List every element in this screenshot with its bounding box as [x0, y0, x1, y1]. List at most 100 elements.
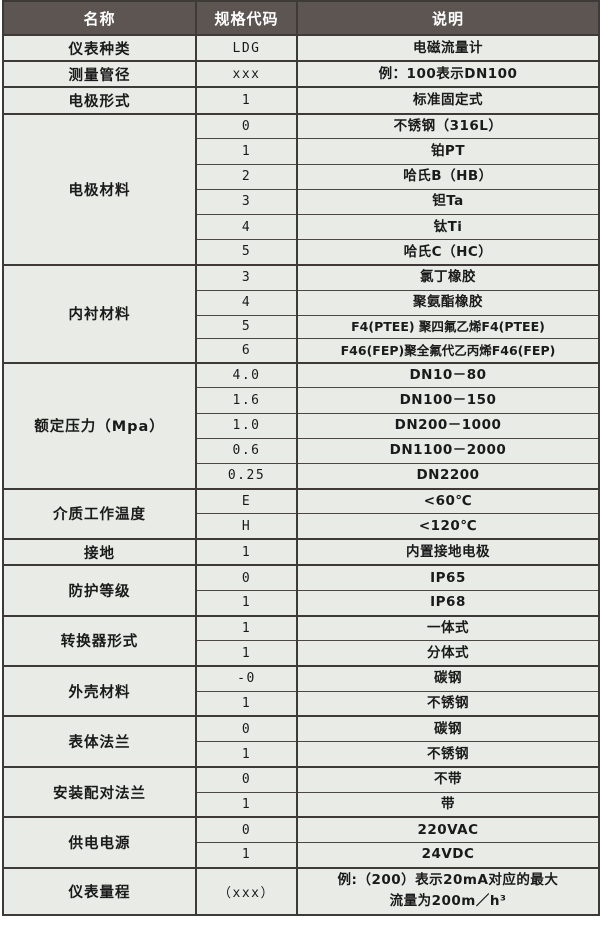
row-code-cell: 3: [196, 189, 298, 215]
row-code-cell: 0.25: [196, 463, 298, 490]
row-description-cell: 带: [297, 792, 599, 819]
row-description-cell: 碳钢: [297, 716, 599, 743]
table-row: 测量管径 xxx 例：100表示DN100: [3, 61, 599, 89]
table-row: 1 24VDC: [3, 842, 599, 869]
row-description-cell: 不带: [297, 766, 599, 793]
row-description-cell: 氯丁橡胶: [297, 264, 599, 291]
row-description-cell: 24VDC: [297, 842, 599, 869]
row-code-cell: 0: [196, 113, 298, 140]
row-description-cell: 不锈钢: [297, 691, 599, 718]
header-row: 名称 规格代码 说明: [3, 1, 599, 36]
row-code-cell: 1: [196, 590, 298, 617]
row-description-cell: F46(FEP)聚全氟代乙丙烯F46(FEP): [297, 338, 599, 364]
row-description-cell: 哈氏C（HC）: [297, 239, 599, 266]
row-code-cell: 0.6: [196, 438, 298, 464]
table-row: 1 不锈钢: [3, 741, 599, 768]
row-code-cell: 5: [196, 315, 298, 339]
row-description-cell: DN100－150: [297, 387, 599, 414]
table-row: 0.6 DN1100－2000: [3, 438, 599, 464]
row-name-cell: 额定压力（Mpa）: [3, 362, 197, 490]
table-row: 介质工作温度 E <60℃: [3, 488, 599, 541]
row-description-cell: DN1100－2000: [297, 438, 599, 464]
row-description-cell: 220VAC: [297, 817, 599, 844]
column-header-code: 规格代码: [196, 1, 298, 36]
table-row: 防护等级 0 IP65: [3, 565, 599, 617]
row-name-cell: 表体法兰: [3, 716, 197, 768]
row-code-cell: LDG: [196, 35, 298, 63]
table-row: 表体法兰 0 碳钢: [3, 716, 599, 768]
table-row: 5 F4(PTEE) 聚四氟乙烯F4(PTEE): [3, 315, 599, 339]
row-description-cell: 内置接地电极: [297, 539, 599, 567]
row-code-cell: 3: [196, 264, 298, 291]
row-code-cell: 4.0: [196, 362, 298, 389]
table-row: 额定压力（Mpa） 4.0 DN10－80: [3, 362, 599, 490]
row-code-cell: 1: [196, 741, 298, 768]
table-row: 电极形式 1 标准固定式: [3, 87, 599, 115]
table-row: 内衬材料 3 氯丁橡胶: [3, 264, 599, 364]
row-description-cell: <120℃: [297, 513, 599, 541]
row-code-cell: 1: [196, 539, 298, 567]
row-code-cell: 4: [196, 214, 298, 241]
table-row: 1.6 DN100－150: [3, 387, 599, 414]
row-description-cell: DN2200: [297, 463, 599, 490]
row-description-cell: <60℃: [297, 488, 599, 515]
row-name-cell: 电极材料: [3, 113, 197, 266]
row-code-cell: 1: [196, 842, 298, 869]
table-row: 供电电源 0 220VAC: [3, 817, 599, 869]
row-code-cell: 0: [196, 817, 298, 844]
row-description-cell: 一体式: [297, 615, 599, 642]
row-description-cell: IP65: [297, 565, 599, 591]
row-name-cell: 安装配对法兰: [3, 766, 197, 819]
table-row: 3 钽Ta: [3, 189, 599, 215]
table-row: 1 分体式: [3, 640, 599, 668]
table-row: 电极材料 0 不锈钢（316L）: [3, 113, 599, 266]
row-description-cell: 例:（200）表示20mA对应的最大 流量为200m／h³: [297, 867, 599, 915]
table-row: H <120℃: [3, 513, 599, 541]
row-name-cell: 防护等级: [3, 565, 197, 617]
row-description-cell: DN10－80: [297, 362, 599, 389]
row-code-cell: xxx: [196, 61, 298, 89]
row-description-cell: 例：100表示DN100: [297, 61, 599, 89]
table-header: 名称 规格代码 说明: [3, 1, 599, 36]
row-description-cell: 钛Ti: [297, 214, 599, 241]
row-name-cell: 供电电源: [3, 817, 197, 869]
table-row: 5 哈氏C（HC）: [3, 239, 599, 266]
specification-code-table: 名称 规格代码 说明 仪表种类 LDG 电磁流量计 测量管径 xxx 例：100表示DN1…: [2, 0, 600, 916]
table-row: 4 钛Ti: [3, 214, 599, 241]
table-row: 接地 1 内置接地电极: [3, 539, 599, 567]
table-row: 1 铂PT: [3, 138, 599, 165]
row-code-cell: 1.0: [196, 413, 298, 439]
row-code-cell: 6: [196, 338, 298, 364]
row-code-cell: 1: [196, 691, 298, 718]
row-name-cell: 外壳材料: [3, 666, 197, 718]
row-code-cell: E: [196, 488, 298, 515]
row-description-cell: 分体式: [297, 640, 599, 668]
row-description-cell: IP68: [297, 590, 599, 617]
table-row: 0.25 DN2200: [3, 463, 599, 490]
row-name-cell: 测量管径: [3, 61, 197, 89]
row-description-cell: 聚氨酯橡胶: [297, 290, 599, 316]
column-header-description: 说明: [297, 1, 599, 36]
row-code-cell: 2: [196, 164, 298, 190]
row-name-cell: 介质工作温度: [3, 488, 197, 541]
table-row: 仪表种类 LDG 电磁流量计: [3, 35, 599, 63]
row-name-cell: 转换器形式: [3, 615, 197, 668]
row-code-cell: 1.6: [196, 387, 298, 414]
row-code-cell: （xxx）: [196, 867, 298, 915]
table-row: 仪表量程 （xxx） 例:（200）表示20mA对应的最大 流量为200m／h³: [3, 867, 599, 915]
row-name-cell: 内衬材料: [3, 264, 197, 364]
row-description-cell: F4(PTEE) 聚四氟乙烯F4(PTEE): [297, 315, 599, 339]
table-row: 安装配对法兰 0 不带: [3, 766, 599, 819]
table-row: 外壳材料 -0 碳钢: [3, 666, 599, 718]
table-row: 2 哈氏B（HB）: [3, 164, 599, 190]
row-code-cell: 1: [196, 138, 298, 165]
column-header-name: 名称: [3, 1, 197, 36]
row-code-cell: 1: [196, 615, 298, 642]
row-description-cell: 哈氏B（HB）: [297, 164, 599, 190]
row-code-cell: 1: [196, 640, 298, 668]
table-row: 1 不锈钢: [3, 691, 599, 718]
table-row: 4 聚氨酯橡胶: [3, 290, 599, 316]
table-body: 仪表种类 LDG 电磁流量计 测量管径 xxx 例：100表示DN100 电极形式 1 标准固定…: [3, 35, 599, 915]
table-row: 1.0 DN200－1000: [3, 413, 599, 439]
